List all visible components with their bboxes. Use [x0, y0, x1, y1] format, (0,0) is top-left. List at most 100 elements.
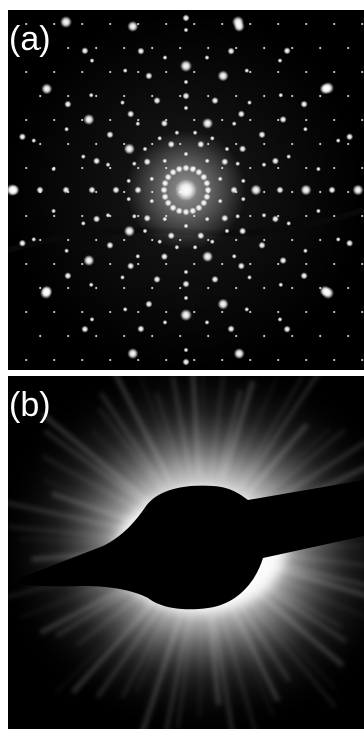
- diffraction-spot: [318, 94, 322, 98]
- diffraction-spot: [38, 142, 42, 146]
- diffraction-spot: [160, 186, 168, 194]
- diffraction-spot: [64, 272, 72, 280]
- diffraction-spot: [153, 275, 161, 283]
- diffraction-spot: [261, 212, 267, 218]
- diffraction-spot: [206, 46, 210, 50]
- diffraction-spot: [183, 269, 189, 275]
- diffraction-spot: [108, 262, 112, 266]
- diffraction-spot: [203, 179, 211, 187]
- diffraction-spot: [204, 320, 210, 325]
- diffraction-spot: [52, 262, 56, 266]
- diffraction-spot: [322, 82, 334, 94]
- diffraction-spot: [224, 228, 230, 234]
- halo-streak: [207, 615, 222, 706]
- diffraction-spot: [224, 146, 230, 152]
- diffraction-spot: [346, 46, 350, 50]
- diffraction-spot: [80, 70, 84, 74]
- diffraction-spot: [202, 251, 214, 263]
- diffraction-spot: [237, 110, 245, 118]
- diffraction-spot: [346, 94, 350, 98]
- diffraction-spot: [137, 325, 145, 333]
- diffraction-spot: [318, 46, 322, 50]
- diffraction-spot: [88, 282, 94, 288]
- diffraction-spot: [51, 208, 56, 214]
- diffraction-spot: [234, 94, 238, 98]
- diffraction-spot: [80, 262, 84, 266]
- halo-streak: [41, 454, 143, 514]
- diffraction-spot: [123, 143, 135, 155]
- diffraction-spot: [318, 142, 322, 146]
- diffraction-spot: [276, 310, 280, 314]
- diffraction-spot: [360, 166, 364, 170]
- diffraction-spot: [206, 286, 210, 290]
- diffraction-spot: [80, 22, 84, 26]
- diffraction-spot: [232, 16, 244, 28]
- diffraction-spot: [122, 68, 128, 73]
- diffraction-spot: [192, 130, 198, 136]
- diffraction-spot: [122, 238, 126, 242]
- diffraction-spot: [149, 176, 155, 182]
- diffraction-spot: [277, 58, 283, 63]
- diffraction-spot: [182, 92, 190, 100]
- diffraction-spot: [178, 94, 182, 98]
- diffraction-spot: [248, 214, 252, 218]
- diffraction-spot: [318, 190, 322, 194]
- diffraction-spot: [332, 70, 336, 74]
- diffraction-spot: [135, 253, 141, 259]
- diffraction-spot: [106, 241, 114, 249]
- diffraction-spot: [277, 317, 283, 322]
- diffraction-spot: [52, 214, 56, 218]
- diffraction-spot: [143, 158, 151, 166]
- diffraction-spot: [192, 310, 196, 314]
- diffraction-spot: [276, 214, 280, 218]
- diffraction-spot: [66, 142, 70, 146]
- diffraction-spot: [136, 22, 140, 26]
- diffraction-spot: [178, 46, 182, 50]
- diffraction-spot: [164, 173, 172, 181]
- diffraction-spot: [52, 22, 56, 26]
- diffraction-spot: [304, 118, 308, 122]
- diffraction-spot: [127, 262, 135, 270]
- diffraction-spot: [122, 307, 128, 312]
- diffraction-spot: [80, 154, 86, 160]
- diffraction-spot: [136, 70, 140, 74]
- diffraction-spot: [200, 173, 208, 181]
- diffraction-spot: [192, 70, 196, 74]
- diffraction-spot: [24, 358, 28, 362]
- diffraction-spot: [94, 286, 98, 290]
- diffraction-spot: [220, 262, 224, 266]
- diffraction-spot: [150, 94, 154, 98]
- diffraction-spot: [290, 238, 294, 242]
- diffraction-spot: [157, 135, 163, 141]
- diffraction-spot: [318, 286, 322, 290]
- diffraction-spot: [66, 94, 70, 98]
- diffraction-spot: [52, 70, 56, 74]
- diffraction-spot: [122, 286, 126, 290]
- diffraction-spot: [360, 214, 364, 218]
- diffraction-spot: [235, 213, 241, 219]
- diffraction-spot: [175, 179, 197, 201]
- diffraction-spot: [93, 157, 101, 165]
- diffraction-spot: [290, 46, 294, 50]
- diffraction-spot: [271, 215, 279, 223]
- diffraction-spot: [248, 70, 252, 74]
- diffraction-spot: [234, 190, 238, 194]
- diffraction-spot: [304, 358, 308, 362]
- diffraction-spot: [204, 158, 210, 164]
- diffraction-spot: [346, 286, 350, 290]
- diffraction-spot: [169, 204, 177, 212]
- diffraction-spot: [195, 204, 203, 212]
- diffraction-spot: [360, 118, 364, 122]
- diffraction-spot: [83, 114, 95, 125]
- diffraction-spot: [38, 94, 42, 98]
- diffraction-spot: [126, 196, 132, 202]
- panel-label-a: (a): [9, 20, 51, 58]
- diffraction-spot: [149, 198, 155, 204]
- diffraction-spot: [88, 92, 94, 98]
- diffraction-spot: [192, 358, 196, 362]
- diffraction-spot: [233, 348, 245, 360]
- diffraction-spot: [105, 162, 111, 168]
- diffraction-spot: [192, 214, 196, 218]
- diffraction-spot: [234, 142, 238, 146]
- diffraction-spot: [276, 186, 284, 194]
